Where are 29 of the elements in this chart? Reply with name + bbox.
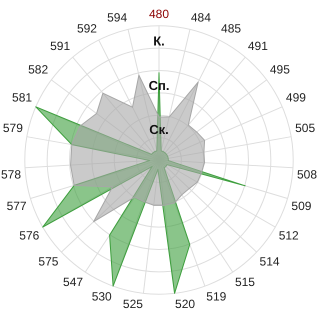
text: К. bbox=[153, 33, 165, 48]
spoke-label: 575 bbox=[38, 254, 59, 268]
spoke-label: 577 bbox=[6, 199, 27, 214]
spoke-label: 485 bbox=[221, 22, 242, 36]
spoke-label: 525 bbox=[122, 296, 144, 311]
spoke-label: 581 bbox=[12, 90, 32, 104]
spoke-label: 514 bbox=[260, 254, 280, 268]
spoke-label: 591 bbox=[50, 39, 70, 54]
spoke-label: 530 bbox=[92, 289, 112, 304]
spoke-label: 499 bbox=[286, 90, 306, 104]
spoke-label: 578 bbox=[0, 168, 22, 182]
spoke-label: 592 bbox=[76, 22, 98, 36]
spoke-label: 491 bbox=[248, 39, 268, 54]
spoke-label: 509 bbox=[291, 199, 312, 214]
spoke-label: 594 bbox=[107, 10, 128, 25]
spoke-label: 484 bbox=[190, 10, 212, 25]
spoke-label: 515 bbox=[234, 274, 256, 289]
spoke-label: 582 bbox=[28, 62, 48, 77]
spoke-label: 519 bbox=[206, 289, 227, 304]
spoke-label: 520 bbox=[175, 296, 196, 311]
spoke-label: 547 bbox=[63, 274, 84, 289]
spoke-label: 576 bbox=[19, 228, 40, 243]
spoke-label: 480 bbox=[148, 6, 170, 21]
spoke-label: 512 bbox=[278, 228, 300, 243]
spoke-label: 505 bbox=[295, 121, 316, 136]
spoke-label: 508 bbox=[296, 168, 318, 182]
spoke-label: 495 bbox=[270, 62, 290, 77]
spoke-label: 579 bbox=[2, 121, 24, 136]
text: Ск. bbox=[149, 122, 169, 138]
